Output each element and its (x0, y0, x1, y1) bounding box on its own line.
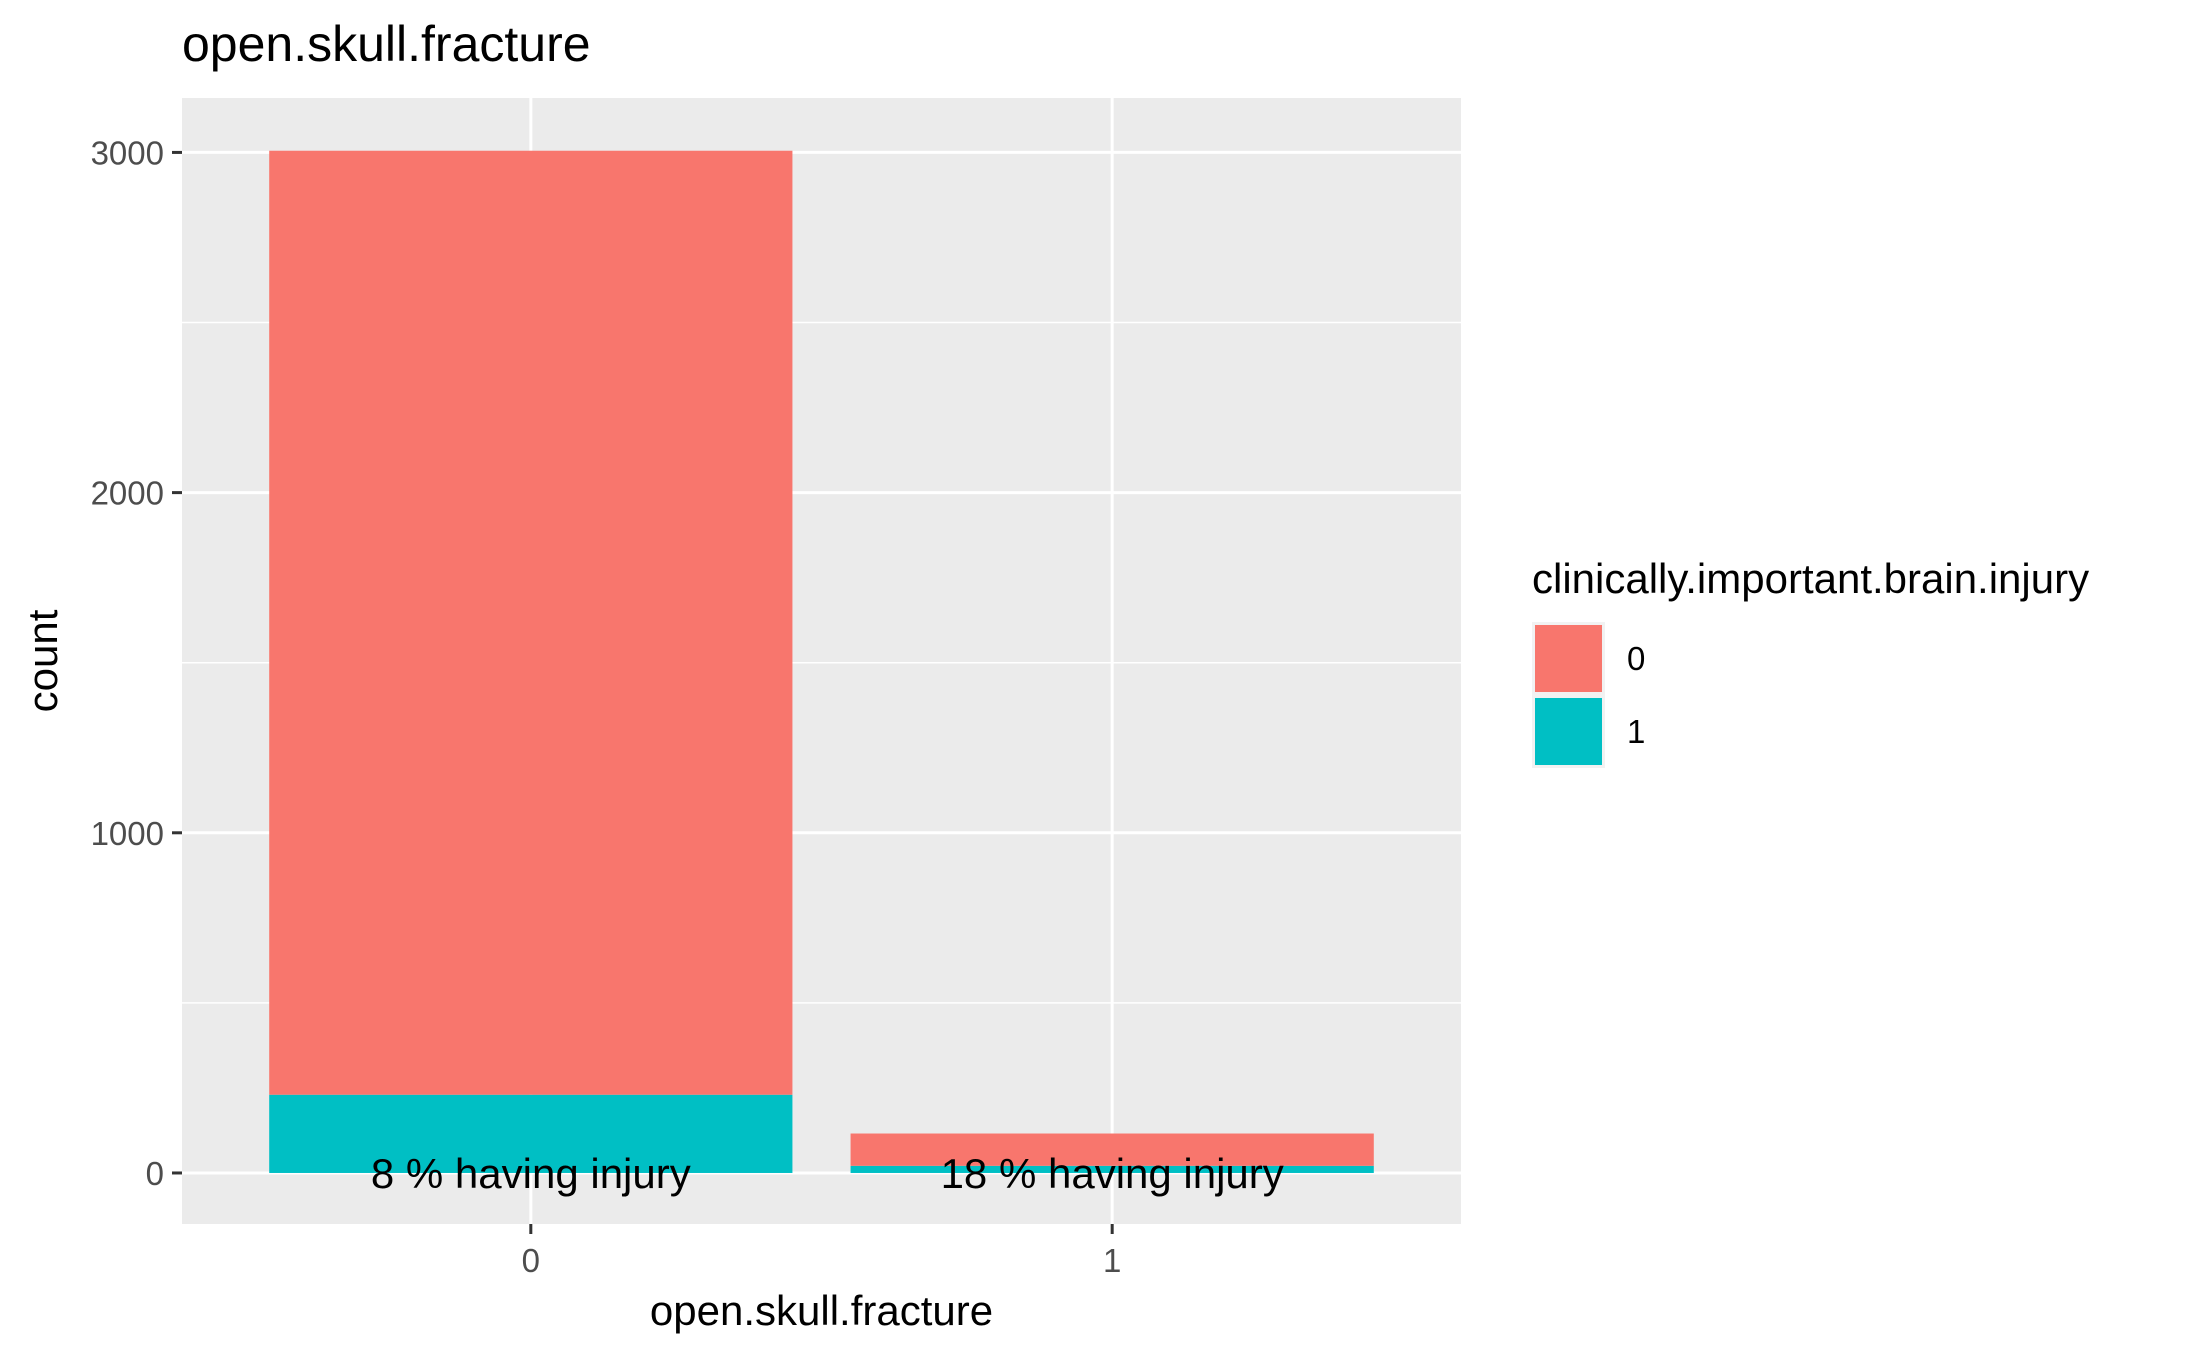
legend-items: 01 (1532, 622, 1645, 768)
bar-cat-0-series-0 (269, 150, 793, 1095)
y-tick-label: 2000 (91, 475, 164, 512)
y-tick-label: 0 (146, 1155, 164, 1192)
bar-label: 8 % having injury (371, 1150, 691, 1197)
chart-title: open.skull.fracture (182, 16, 591, 72)
x-axis-title: open.skull.fracture (650, 1287, 993, 1334)
legend-key-swatch (1535, 625, 1602, 692)
legend-key-swatch (1535, 698, 1602, 765)
bar-labels: 8 % having injury 18 % having injury (371, 1150, 1284, 1197)
bar-cat-1-series-0 (850, 1133, 1374, 1166)
y-tick-label: 1000 (91, 815, 164, 852)
legend-label: 0 (1627, 640, 1645, 677)
x-tick-label: 0 (522, 1242, 540, 1279)
bar-cat-0-series-1 (269, 1094, 793, 1173)
legend-title: clinically.important.brain.injury (1532, 555, 2089, 602)
bar-cat-1-series-1 (850, 1165, 1374, 1173)
y-axis-title: count (19, 609, 66, 712)
y-tick-label: 3000 (91, 134, 164, 171)
y-axis: 0 1000 2000 3000 (91, 134, 182, 1192)
bar-label: 18 % having injury (941, 1150, 1284, 1197)
bars (269, 150, 1374, 1173)
legend-label: 1 (1627, 713, 1645, 750)
x-tick-label: 1 (1103, 1242, 1121, 1279)
legend: clinically.important.brain.injury 01 (1532, 555, 2089, 768)
